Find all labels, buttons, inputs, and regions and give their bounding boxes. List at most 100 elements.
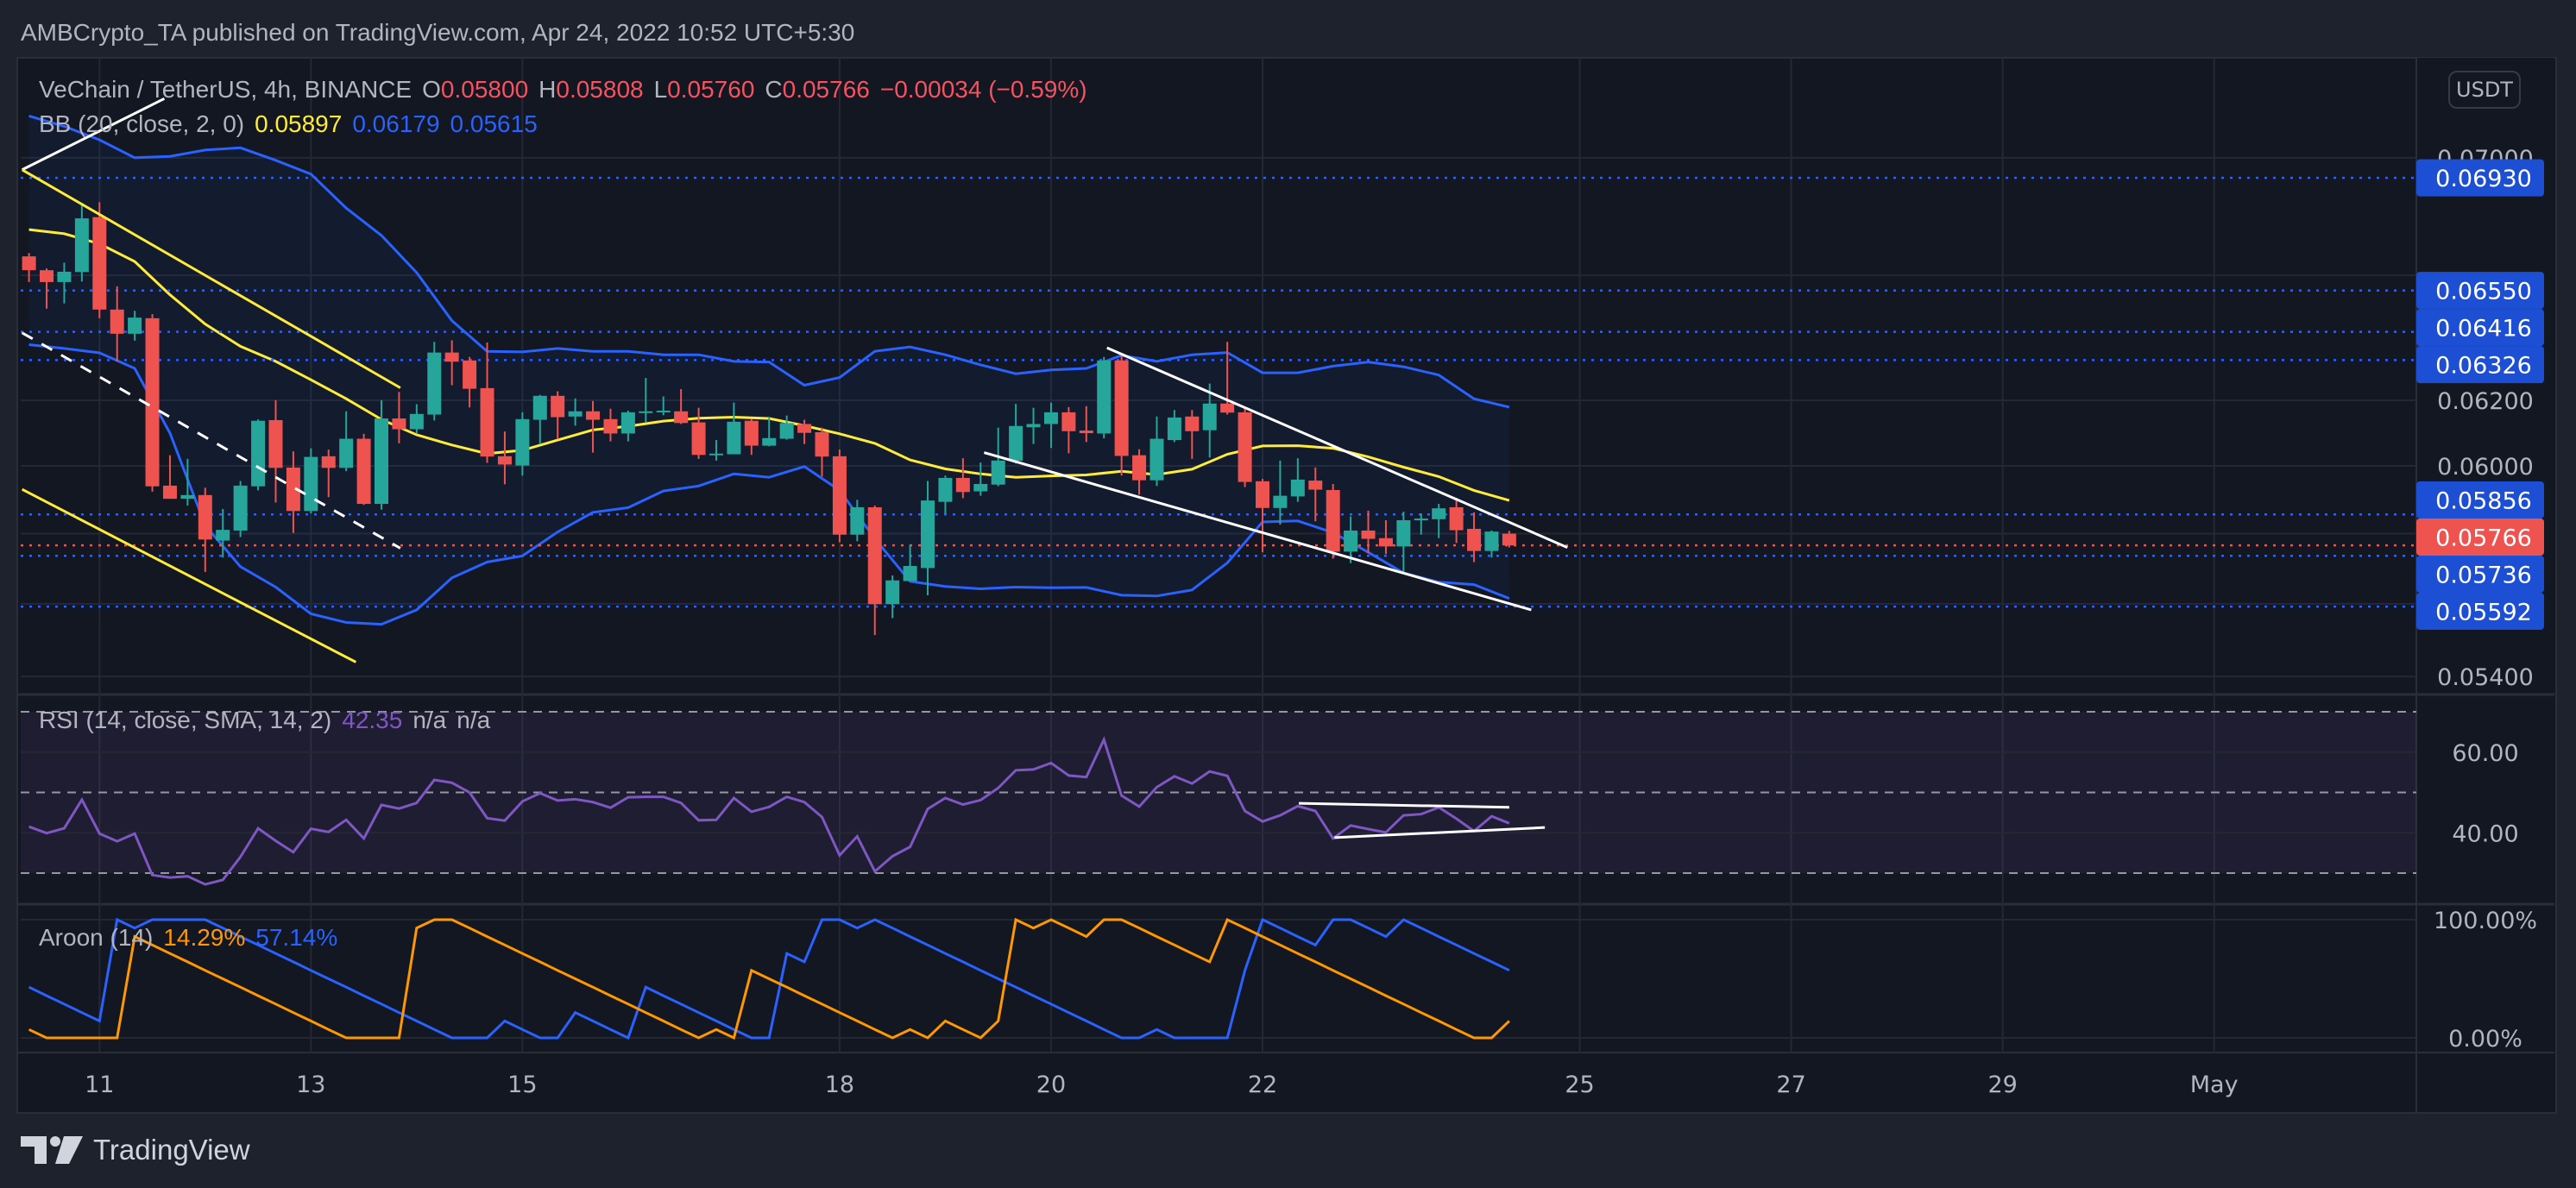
- aroon-pane[interactable]: [21, 917, 2416, 1040]
- candle-body[interactable]: [938, 477, 953, 502]
- candle-body[interactable]: [1484, 531, 1499, 551]
- candle-body[interactable]: [110, 309, 124, 334]
- candle[interactable]: [74, 204, 89, 282]
- candle[interactable]: [392, 392, 406, 443]
- candle-body[interactable]: [128, 317, 142, 334]
- candle[interactable]: [1061, 406, 1076, 454]
- candle[interactable]: [251, 419, 266, 491]
- candle-body[interactable]: [1361, 530, 1376, 539]
- candle[interactable]: [1238, 408, 1252, 487]
- candle-body[interactable]: [1061, 412, 1076, 431]
- candle[interactable]: [1114, 353, 1129, 476]
- candle[interactable]: [444, 340, 459, 386]
- candle[interactable]: [1026, 407, 1041, 444]
- candle-body[interactable]: [57, 271, 72, 282]
- candle[interactable]: [1467, 512, 1482, 563]
- candle[interactable]: [885, 575, 900, 619]
- candle-body[interactable]: [1026, 424, 1041, 428]
- candle[interactable]: [850, 500, 865, 542]
- candle-body[interactable]: [286, 467, 300, 512]
- candle-body[interactable]: [1432, 508, 1446, 519]
- candle-body[interactable]: [1167, 417, 1181, 441]
- candle[interactable]: [903, 544, 917, 581]
- candle[interactable]: [1396, 512, 1411, 573]
- candle[interactable]: [356, 433, 371, 506]
- candle[interactable]: [1308, 467, 1323, 522]
- candle-body[interactable]: [973, 483, 988, 492]
- rsi-upper-trendline[interactable]: [1299, 801, 1509, 809]
- candle[interactable]: [145, 314, 160, 492]
- candle[interactable]: [321, 449, 336, 498]
- candle[interactable]: [304, 448, 318, 514]
- candle[interactable]: [180, 458, 195, 506]
- candle-body[interactable]: [991, 460, 1005, 485]
- candle-body[interactable]: [1273, 495, 1288, 508]
- candle-body[interactable]: [551, 395, 565, 418]
- candle[interactable]: [409, 404, 424, 434]
- candle-body[interactable]: [1396, 520, 1411, 547]
- candle-body[interactable]: [850, 506, 865, 535]
- aroon-down-line[interactable]: [28, 917, 1510, 1040]
- candle[interactable]: [375, 400, 388, 510]
- candle-body[interactable]: [1079, 431, 1093, 434]
- candle[interactable]: [867, 506, 882, 636]
- candle-body[interactable]: [867, 506, 882, 605]
- candle-body[interactable]: [1114, 360, 1129, 456]
- candle-body[interactable]: [268, 419, 283, 468]
- candle-body[interactable]: [532, 395, 547, 420]
- candle[interactable]: [22, 253, 36, 282]
- candle-body[interactable]: [409, 413, 424, 430]
- candle-body[interactable]: [1043, 412, 1058, 424]
- candle-body[interactable]: [74, 218, 89, 273]
- rsi-line[interactable]: [28, 736, 1510, 886]
- aroon-legend[interactable]: Aroon (14) 14.29% 57.14%: [39, 924, 337, 952]
- aroon-up-line[interactable]: [28, 917, 1510, 1040]
- candle-body[interactable]: [1256, 481, 1269, 508]
- candle[interactable]: [1326, 483, 1340, 559]
- candle[interactable]: [1132, 449, 1147, 495]
- channel-mid-dashed-line[interactable]: [21, 331, 401, 550]
- candle-body[interactable]: [903, 566, 917, 581]
- candle-body[interactable]: [375, 418, 388, 505]
- candle-body[interactable]: [921, 500, 935, 569]
- candle[interactable]: [286, 451, 300, 533]
- candle-body[interactable]: [568, 411, 583, 417]
- candle-body[interactable]: [444, 352, 459, 362]
- candle[interactable]: [1449, 497, 1464, 544]
- candle-body[interactable]: [955, 477, 970, 493]
- aroon-label[interactable]: Aroon (14): [39, 924, 154, 951]
- candle-body[interactable]: [515, 418, 530, 466]
- candle-body[interactable]: [1009, 425, 1023, 462]
- candle-body[interactable]: [216, 530, 230, 541]
- candle-body[interactable]: [1185, 416, 1200, 431]
- candle-body[interactable]: [656, 411, 671, 413]
- candle[interactable]: [568, 398, 583, 426]
- candle[interactable]: [727, 402, 741, 455]
- candle[interactable]: [1202, 383, 1217, 458]
- candle[interactable]: [1378, 520, 1393, 555]
- candle-body[interactable]: [480, 387, 494, 457]
- candle[interactable]: [691, 407, 706, 459]
- symbol-name[interactable]: VeChain / TetherUS, 4h, BINANCE: [39, 76, 413, 103]
- wedge-upper-line[interactable]: [1106, 346, 1568, 549]
- channel-lower-line[interactable]: [21, 487, 357, 663]
- candle-body[interactable]: [832, 456, 847, 535]
- symbol-legend[interactable]: VeChain / TetherUS, 4h, BINANCE O 0.05800…: [39, 76, 1087, 104]
- candle-body[interactable]: [620, 412, 635, 434]
- candle[interactable]: [779, 415, 794, 440]
- candle[interactable]: [921, 481, 935, 595]
- candle[interactable]: [162, 455, 177, 500]
- candle[interactable]: [427, 342, 442, 421]
- candle[interactable]: [40, 268, 54, 309]
- candle[interactable]: [497, 431, 512, 485]
- candle[interactable]: [586, 400, 601, 453]
- candle[interactable]: [1256, 479, 1269, 553]
- candle-body[interactable]: [1238, 412, 1252, 482]
- candle-body[interactable]: [427, 352, 442, 415]
- candle[interactable]: [938, 475, 953, 514]
- candle-body[interactable]: [1220, 403, 1235, 413]
- candle-body[interactable]: [1132, 455, 1147, 481]
- candle[interactable]: [1079, 405, 1093, 443]
- candle-body[interactable]: [145, 317, 160, 487]
- candle[interactable]: [128, 311, 142, 341]
